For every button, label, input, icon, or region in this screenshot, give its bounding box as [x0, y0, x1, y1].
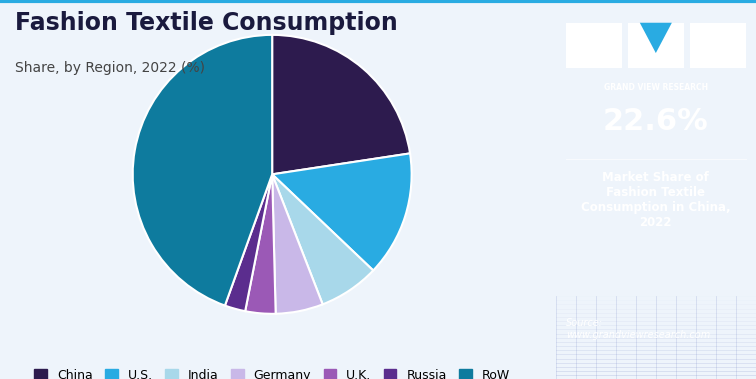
Wedge shape [245, 174, 276, 314]
Wedge shape [133, 35, 272, 305]
Wedge shape [225, 174, 272, 311]
Wedge shape [272, 153, 411, 271]
Text: Fashion Textile Consumption: Fashion Textile Consumption [15, 11, 398, 35]
Text: GRAND VIEW RESEARCH: GRAND VIEW RESEARCH [604, 83, 708, 92]
Text: Share, by Region, 2022 (%): Share, by Region, 2022 (%) [15, 61, 205, 75]
Wedge shape [272, 174, 373, 304]
Text: Market Share of
Fashion Textile
Consumption in China,
2022: Market Share of Fashion Textile Consumpt… [581, 171, 730, 229]
Text: 22.6%: 22.6% [603, 107, 708, 136]
FancyBboxPatch shape [565, 23, 621, 68]
Polygon shape [640, 23, 672, 53]
Text: Source:
www.grandviewresearch.com: Source: www.grandviewresearch.com [565, 318, 710, 340]
FancyBboxPatch shape [627, 23, 684, 68]
Wedge shape [272, 174, 323, 314]
Wedge shape [272, 35, 410, 174]
Legend: China, U.S., India, Germany, U.K., Russia, RoW: China, U.S., India, Germany, U.K., Russi… [28, 362, 516, 379]
FancyBboxPatch shape [690, 23, 746, 68]
